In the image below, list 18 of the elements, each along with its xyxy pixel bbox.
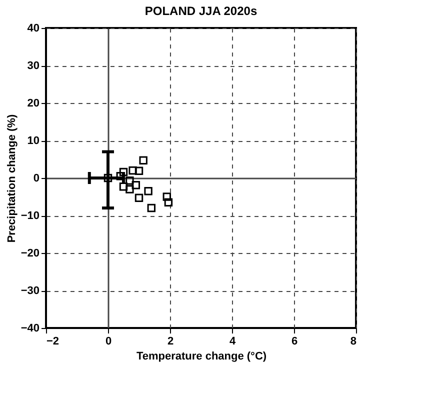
y-tick-label: 20	[27, 98, 40, 110]
y-tick-label: −40	[20, 322, 40, 334]
chart-title: POLAND JJA 2020s	[144, 4, 258, 18]
y-tick-label: −20	[20, 248, 40, 260]
y-axis-title: Precipitation change (%)	[6, 114, 18, 243]
y-tick-label: 0	[33, 172, 40, 184]
x-tick-label: 6	[291, 336, 298, 348]
y-tick-label: 40	[27, 22, 40, 34]
x-axis-title: Temperature change (°C)	[136, 350, 267, 362]
x-tick-label: 4	[229, 336, 236, 348]
y-tick-label: −10	[20, 210, 40, 222]
x-tick-label: 2	[167, 336, 174, 348]
y-tick-label: −30	[20, 285, 40, 297]
x-tick-label: −2	[46, 336, 60, 348]
x-tick-label: 0	[105, 336, 112, 348]
y-tick-label: 30	[27, 60, 40, 72]
y-tick-label: 10	[27, 135, 40, 147]
x-tick-label: 8	[350, 336, 356, 348]
